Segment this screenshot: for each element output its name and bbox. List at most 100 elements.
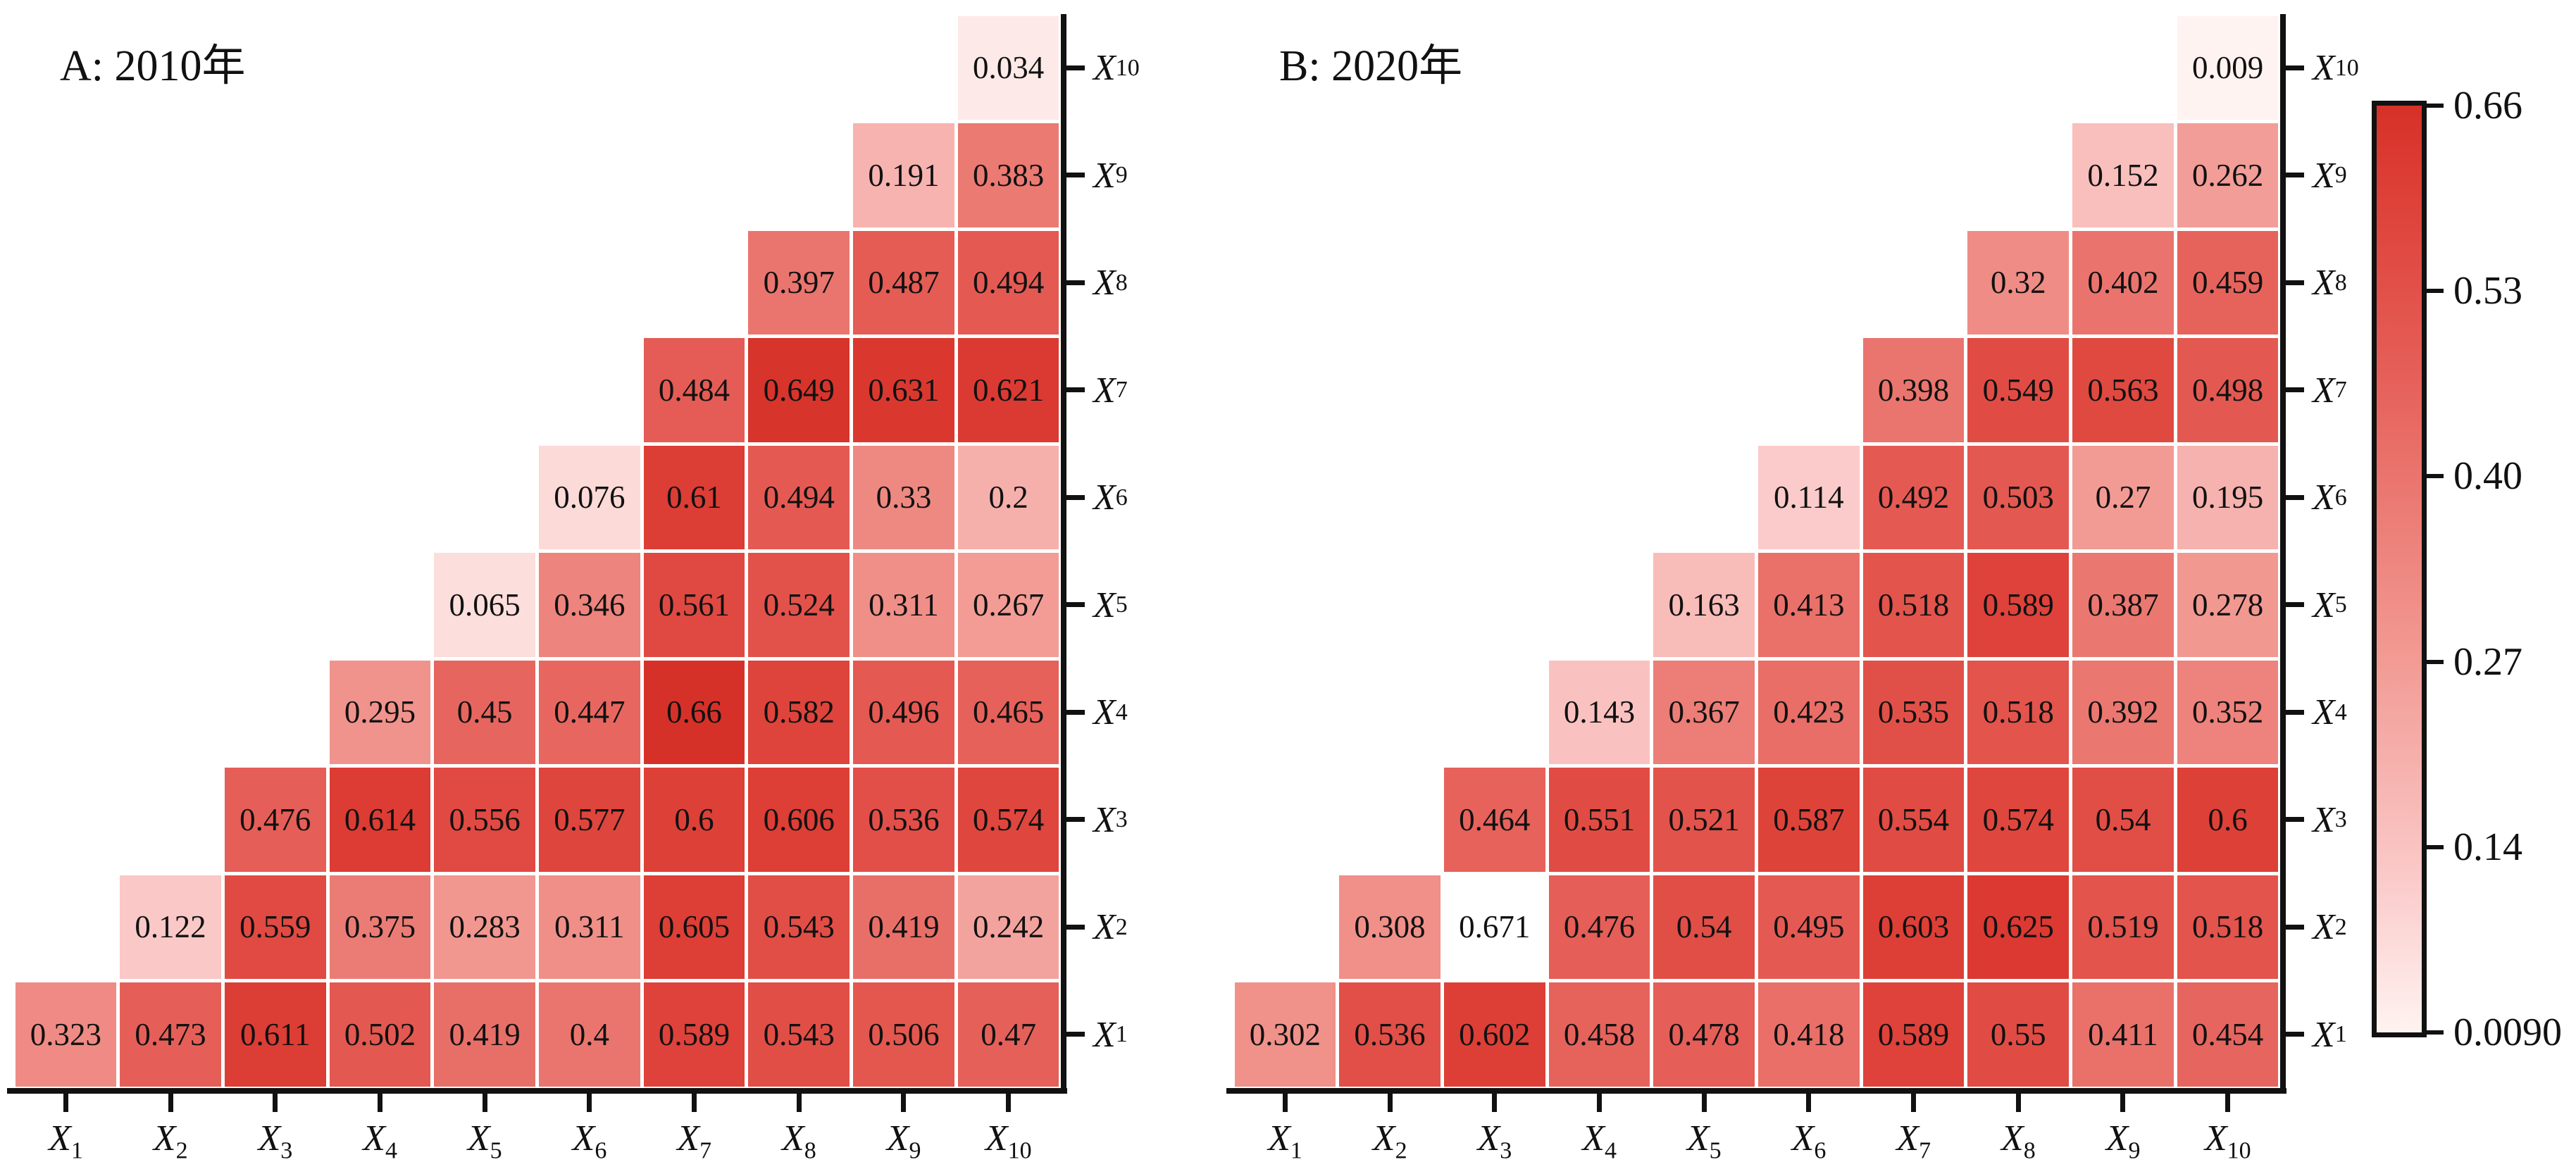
colorbar-tick — [2427, 844, 2444, 849]
heatmap-cell: 0.009 — [2177, 15, 2279, 120]
x-axis-tick — [1282, 1094, 1288, 1112]
heatmap-cell-value: 0.476 — [239, 801, 311, 837]
heatmap-cell: 0.411 — [2072, 982, 2174, 1087]
colorbar-tick-label: 0.27 — [2453, 639, 2522, 684]
heatmap-cell-value: 0.549 — [1982, 372, 2054, 408]
col-label: X4 — [1582, 1118, 1617, 1162]
heatmap-cell: 0.195 — [2177, 445, 2279, 549]
heatmap-cell-value: 0.561 — [658, 587, 730, 623]
heatmap-cell-value: 0.559 — [239, 909, 311, 945]
heatmap-cell: 0.242 — [957, 875, 1059, 979]
heatmap-cell: 0.383 — [957, 123, 1059, 227]
heatmap-cell-value: 0.163 — [1668, 587, 1740, 623]
heatmap-cell-value: 0.621 — [973, 372, 1045, 408]
x-axis-tick — [796, 1094, 802, 1112]
heatmap-cell: 0.308 — [1339, 875, 1441, 979]
heatmap-cell: 0.577 — [539, 768, 640, 872]
row-label: X 10 — [2313, 48, 2359, 88]
heatmap-cell: 0.494 — [957, 230, 1059, 335]
x-axis-tick — [168, 1094, 173, 1112]
heatmap-cell: 0.582 — [748, 660, 850, 764]
heatmap-cell: 0.494 — [748, 445, 850, 549]
x-axis-tick — [1387, 1094, 1393, 1112]
heatmap-cell: 0.398 — [1862, 338, 1965, 442]
colorbar-tick — [2427, 474, 2444, 479]
heatmap-cell: 0.589 — [1862, 982, 1965, 1087]
heatmap-cell-value: 0.242 — [973, 909, 1045, 945]
heatmap-cell-value: 0.671 — [1459, 909, 1531, 945]
x-axis-tick — [1006, 1094, 1012, 1112]
heatmap-cell-value: 0.492 — [1877, 480, 1950, 516]
heatmap-cell-value: 0.518 — [2192, 909, 2264, 945]
col-label: X1 — [1268, 1118, 1302, 1162]
heatmap-cell: 0.367 — [1653, 660, 1755, 764]
heatmap-cell: 0.484 — [643, 338, 745, 442]
x-axis-tick — [1806, 1094, 1812, 1112]
heatmap-cell-value: 0.459 — [2192, 265, 2264, 301]
heatmap-cell-value: 0.009 — [2192, 50, 2264, 86]
heatmap-cell: 0.536 — [853, 768, 954, 872]
x-axis-tick — [2225, 1094, 2231, 1112]
heatmap-cell: 0.621 — [957, 338, 1059, 442]
heatmap-cell-value: 0.476 — [1563, 909, 1636, 945]
heatmap-cell-value: 0.577 — [554, 801, 626, 837]
heatmap-cell: 0.614 — [329, 768, 431, 872]
heatmap-cell: 0.143 — [1548, 660, 1650, 764]
heatmap-cell-value: 0.606 — [763, 801, 835, 837]
heatmap-cell-value: 0.346 — [554, 587, 626, 623]
heatmap-cell: 0.163 — [1653, 553, 1755, 657]
heatmap-cell: 0.611 — [224, 982, 326, 1087]
col-label: X8 — [782, 1118, 816, 1162]
colorbar: 0.66 0.53 0.40 0.27 0.14 0.0090 — [2372, 84, 2562, 1054]
y-axis-tick — [1066, 817, 1085, 823]
x-axis-tick — [273, 1094, 278, 1112]
colorbar-tick — [2427, 104, 2444, 108]
heatmap-cell: 0.423 — [1758, 660, 1860, 764]
y-axis-tick — [1066, 924, 1085, 930]
x-axis-tick — [587, 1094, 592, 1112]
heatmap-cell: 0.606 — [748, 768, 850, 872]
heatmap-cell-value: 0.32 — [1990, 265, 2046, 301]
heatmap-cell: 0.413 — [1758, 553, 1860, 657]
y-axis-tick — [1066, 387, 1085, 393]
heatmap-cell: 0.519 — [2072, 875, 2174, 979]
heatmap-cell-value: 0.398 — [1877, 372, 1950, 408]
x-axis-tick — [1492, 1094, 1498, 1112]
heatmap-cell-value: 0.55 — [1990, 1016, 2046, 1052]
heatmap-cell: 0.649 — [748, 338, 850, 442]
heatmap-cell: 0.587 — [1758, 768, 1860, 872]
heatmap-cell: 0.45 — [434, 660, 535, 764]
heatmap-cell: 0.4 — [539, 982, 640, 1087]
heatmap-cell-value: 0.283 — [449, 909, 521, 945]
heatmap-cell: 0.603 — [1862, 875, 1965, 979]
x-axis-tick — [482, 1094, 487, 1112]
col-label: X2 — [153, 1118, 188, 1162]
heatmap-cell-value: 0.574 — [973, 801, 1045, 837]
heatmap-cell: 0.625 — [1967, 875, 2070, 979]
heatmap-cell: 0.6 — [2177, 768, 2279, 872]
heatmap-cell-value: 0.6 — [2208, 801, 2248, 837]
heatmap-cell: 0.27 — [2072, 445, 2174, 549]
y-axis-tick — [1066, 709, 1085, 715]
heatmap-cell: 0.458 — [1548, 982, 1650, 1087]
heatmap-cell: 0.447 — [539, 660, 640, 764]
heatmap-cell-value: 0.6 — [674, 801, 714, 837]
heatmap-cell: 0.459 — [2177, 230, 2279, 335]
heatmap-cell-value: 0.45 — [456, 694, 513, 730]
colorbar-tick-label: 0.53 — [2453, 269, 2522, 313]
heatmap-cell-value: 0.536 — [868, 801, 940, 837]
heatmap-cell: 0.631 — [853, 338, 954, 442]
x-axis-tick — [1701, 1094, 1707, 1112]
heatmap-cell: 0.671 — [1443, 875, 1545, 979]
col-label: X9 — [886, 1118, 921, 1162]
col-label: X5 — [467, 1118, 502, 1162]
heatmap-cell-value: 0.191 — [868, 157, 940, 193]
heatmap-cell: 0.122 — [120, 875, 221, 979]
col-label: X3 — [258, 1118, 293, 1162]
heatmap-cell: 0.2 — [957, 445, 1059, 549]
heatmap-cell: 0.302 — [1234, 982, 1336, 1087]
